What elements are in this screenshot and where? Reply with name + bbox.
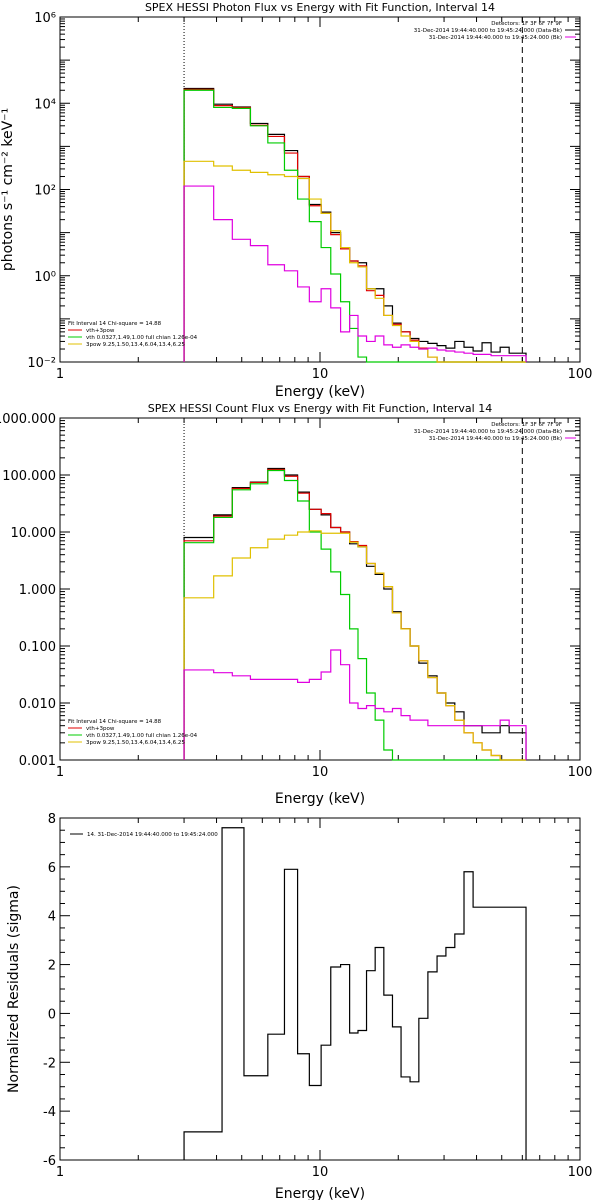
- photon-flux-chart: SPEX HESSI Photon Flux vs Energy with Fi…: [0, 1, 592, 400]
- legend-bottom-entry: 3pow 9.25,1.50,13.4,6.04,13.4,6.25: [86, 342, 185, 348]
- series-data-bk: [183, 467, 527, 760]
- x-tick-label: 1: [56, 1165, 64, 1180]
- series-vth-3pow: [183, 88, 527, 363]
- y-tick-label: -6: [43, 1154, 56, 1169]
- y-tick-label: 10.000: [11, 526, 57, 541]
- legend-top-entry: 31-Dec-2014 19:44:40.000 to 19:45:24.000…: [414, 429, 562, 435]
- x-tick-label: 1: [56, 367, 64, 382]
- chart-title: SPEX HESSI Count Flux vs Energy with Fit…: [148, 402, 492, 415]
- legend-top-entry: Detectors: 1F 3F 6F 7F 9F: [491, 422, 562, 428]
- y-tick-label: -2: [43, 1056, 56, 1071]
- legend-top-entry: 31-Dec-2014 19:44:40.000 to 19:45:24.000…: [429, 35, 562, 41]
- y-axis-label: photons s⁻¹ cm⁻² keV⁻¹: [0, 108, 16, 271]
- y-tick-label: 0: [48, 1007, 56, 1022]
- series-vth-3pow: [183, 468, 527, 761]
- chart-title: SPEX HESSI Photon Flux vs Energy with Fi…: [145, 1, 495, 14]
- legend-bottom-entry: vth 0.0327,1.49,1.00 full chian 1.26e-04: [86, 335, 198, 341]
- plot-frame: [59, 817, 581, 1161]
- legend-top-entry: Detectors: 1F 3F 6F 7F 9F: [491, 21, 562, 27]
- x-axis-label: Energy (keV): [275, 384, 365, 400]
- series-bk: [183, 185, 527, 362]
- legend-top-entry: 31-Dec-2014 19:44:40.000 to 19:45:24.000…: [429, 436, 562, 442]
- y-tick-label: 4: [48, 910, 56, 925]
- y-tick-label: 0.001: [19, 754, 56, 769]
- x-tick-label: 10: [312, 1165, 329, 1180]
- y-tick-label: 10⁰: [34, 270, 56, 285]
- legend-bottom-entry: Fit Interval 14 Chi-square = 14.88: [68, 321, 162, 327]
- legend-bottom-entry: 3pow 9.25,1.50,13.4,6.04,13.4,6.25: [86, 740, 185, 746]
- y-tick-label: 1000.000: [0, 412, 56, 427]
- y-tick-label: 100.000: [2, 469, 56, 484]
- count-flux-chart: SPEX HESSI Count Flux vs Energy with Fit…: [0, 402, 592, 807]
- y-tick-label: 2: [48, 959, 56, 974]
- series-vth: [183, 89, 527, 363]
- x-axis-label: Energy (keV): [275, 791, 365, 807]
- legend-top-entry: 14. 31-Dec-2014 19:44:40.000 to 19:45:24…: [87, 832, 218, 838]
- series-3pow: [183, 160, 527, 363]
- series-bk: [183, 649, 527, 760]
- residuals-chart: 1 10 100 -6 -4 -2 0 2 4 6 8 Energy (keV) Normalized …: [6, 812, 592, 1200]
- y-tick-label: 10²: [34, 184, 56, 199]
- legend-bottom-entry: vth+3pow: [86, 328, 115, 334]
- x-tick-label: 10: [312, 765, 329, 780]
- legend-top-entry: 31-Dec-2014 19:44:40.000 to 19:45:24.000…: [414, 28, 562, 34]
- plot-frame: [59, 16, 581, 363]
- x-tick-label: 1: [56, 765, 64, 780]
- x-tick-label: 100: [568, 1165, 593, 1180]
- y-tick-label: 0.100: [19, 640, 56, 655]
- y-tick-label: 10⁻²: [27, 356, 56, 371]
- series-residuals: [183, 827, 527, 1160]
- legend-bottom-entry: vth 0.0327,1.49,1.00 full chian 1.26e-04: [86, 733, 198, 739]
- legend-bottom-entry: Fit Interval 14 Chi-square = 14.88: [68, 719, 162, 725]
- y-tick-label: 10⁴: [34, 97, 56, 112]
- y-tick-label: 8: [48, 812, 56, 827]
- x-axis-label: Energy (keV): [275, 1186, 365, 1200]
- y-tick-label: 0.010: [19, 697, 56, 712]
- y-axis-label: Normalized Residuals (sigma): [6, 885, 22, 1093]
- y-tick-label: 10⁶: [34, 11, 56, 26]
- y-tick-label: -4: [43, 1105, 56, 1120]
- x-tick-label: 10: [312, 367, 329, 382]
- x-tick-label: 100: [568, 765, 593, 780]
- x-tick-label: 100: [568, 367, 593, 382]
- series-data-bk: [183, 87, 527, 362]
- y-tick-label: 6: [48, 861, 56, 876]
- y-tick-label: 1.000: [19, 583, 56, 598]
- legend-bottom-entry: vth+3pow: [86, 726, 115, 732]
- series-3pow: [183, 530, 527, 761]
- plot-frame: [59, 417, 581, 761]
- series-vth: [183, 469, 527, 761]
